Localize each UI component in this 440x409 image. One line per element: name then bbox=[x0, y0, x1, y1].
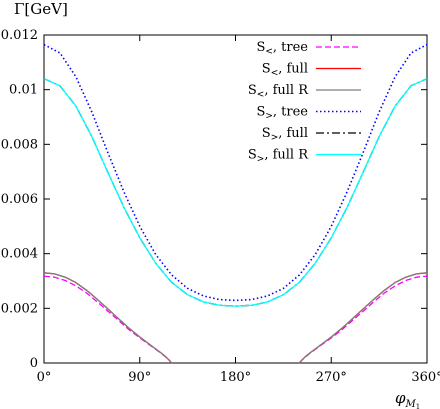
series-line-1 bbox=[43, 272, 173, 364]
series-line-0 bbox=[43, 275, 173, 364]
legend-label: S>, full R bbox=[248, 148, 309, 165]
series-line-4 bbox=[43, 78, 428, 307]
y-tick-label: 0.01 bbox=[9, 83, 38, 98]
plot-frame bbox=[43, 34, 428, 364]
series-line-3 bbox=[43, 43, 428, 302]
x-tick-label: 90° bbox=[128, 370, 151, 385]
y-tick-label: 0.002 bbox=[1, 301, 38, 316]
y-axis-label: Γ[GeV] bbox=[14, 0, 68, 18]
x-tick-label: 0° bbox=[37, 370, 52, 385]
legend-label: S<, tree bbox=[256, 40, 308, 57]
y-tick-label: 0.012 bbox=[1, 28, 38, 43]
y-tick-label: 0.006 bbox=[1, 192, 38, 207]
series-line-1 bbox=[298, 272, 428, 364]
legend-label: S<, full R bbox=[248, 83, 309, 100]
plot-area: 0° 90° 180° 270° 360° 0 0.002 0.004 0.006 0.008 0.… bbox=[1, 28, 440, 385]
series-line-2 bbox=[298, 272, 428, 364]
y-tick-label: 0.004 bbox=[1, 247, 38, 262]
series-line-0 bbox=[298, 275, 428, 364]
legend-label: S>, full bbox=[262, 126, 308, 143]
x-tick-label: 180° bbox=[220, 370, 251, 385]
x-axis-label: φM1 bbox=[395, 389, 420, 409]
series-line-5 bbox=[43, 78, 428, 307]
series-line-2 bbox=[43, 272, 173, 364]
x-tick-label: 360° bbox=[411, 370, 440, 385]
x-tick-label: 270° bbox=[316, 370, 347, 385]
legend-label: S>, tree bbox=[256, 105, 308, 122]
y-tick-label: 0.008 bbox=[1, 137, 38, 152]
y-tick-label: 0 bbox=[30, 356, 38, 371]
legend-label: S<, full bbox=[262, 62, 308, 79]
